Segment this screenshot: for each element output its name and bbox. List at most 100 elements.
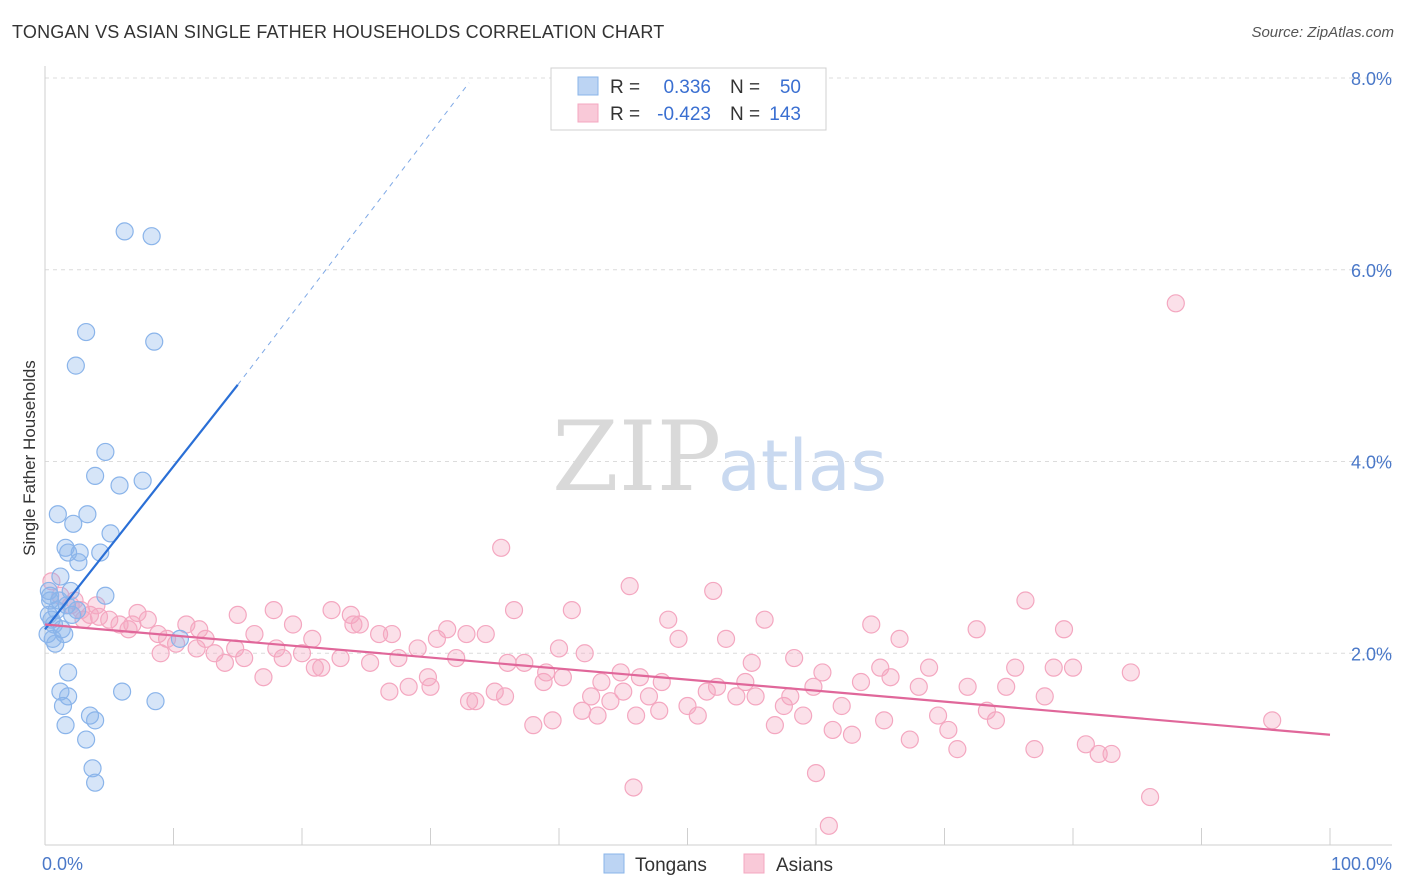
asian-trendline	[44, 623, 1331, 736]
tongan-point	[56, 716, 75, 735]
asian-point	[813, 663, 832, 682]
asian-point	[110, 615, 129, 634]
asian-point	[399, 677, 418, 696]
asian-point	[389, 648, 408, 668]
tongan-point	[86, 711, 105, 730]
asian-point	[928, 706, 948, 725]
asian-point	[624, 778, 643, 797]
tongan-point	[77, 322, 96, 342]
trendlines	[44, 82, 1331, 736]
asian-point	[1076, 735, 1095, 754]
legend-swatch-asians	[577, 103, 599, 123]
asian-point	[900, 730, 919, 749]
asian-point	[382, 624, 402, 644]
asian-point	[601, 692, 620, 711]
asian-point	[495, 687, 515, 706]
tongan-point	[51, 567, 70, 586]
tick-labels: 2.0% 4.0% 6.0% 8.0% 0.0% 100.0%	[42, 69, 1392, 874]
asian-point	[380, 682, 399, 701]
asian-point	[832, 696, 851, 716]
asian-point	[361, 653, 380, 672]
asian-point	[819, 816, 838, 835]
tongan-point	[170, 629, 190, 648]
legend-r-label-1: R =	[610, 77, 640, 98]
asian-point	[370, 624, 389, 644]
asian-point	[273, 648, 292, 668]
tongan-point	[115, 222, 134, 241]
asian-point	[447, 648, 466, 668]
tongan-point	[96, 442, 115, 462]
gridlines	[45, 77, 1392, 654]
asian-point	[350, 615, 369, 634]
chart-source: Source: ZipAtlas.com	[1251, 24, 1394, 41]
asian-point	[245, 624, 264, 644]
asian-point	[408, 639, 427, 658]
asian-point	[575, 644, 594, 663]
bottom-legend-asians: Asians	[776, 855, 833, 876]
asian-point	[515, 653, 534, 672]
watermark-zip: ZIP	[552, 401, 721, 513]
asian-point	[939, 720, 958, 740]
asian-point	[1121, 663, 1140, 682]
tongan-point	[59, 687, 78, 706]
tongan-point	[53, 696, 73, 716]
tongan-point	[133, 471, 152, 490]
y-tick-label: 2.0%	[1351, 644, 1392, 664]
asian-point	[669, 629, 688, 648]
asian-point	[620, 577, 639, 596]
y-tick-label: 6.0%	[1351, 261, 1392, 281]
x-tick-label: 0.0%	[42, 854, 83, 874]
asian-point	[459, 692, 479, 711]
asian-point	[303, 629, 322, 648]
tongan-point	[96, 586, 115, 605]
tongan-point	[91, 543, 110, 562]
bottom-legend-swatch-tongans	[603, 853, 625, 874]
legend-r-label-2: R =	[610, 104, 640, 125]
asian-point	[716, 629, 736, 648]
tongan-point	[55, 624, 74, 644]
asian-point	[267, 639, 286, 658]
asian-point	[524, 716, 543, 735]
tongan-point	[86, 466, 105, 485]
y-axis-label: Single Father Households	[20, 360, 39, 556]
tongan-point	[68, 601, 87, 620]
asian-point	[727, 687, 746, 706]
asian-point	[283, 615, 303, 634]
asian-point	[89, 607, 109, 626]
tongan-point	[110, 476, 129, 495]
asian-point	[823, 720, 842, 740]
asian-point	[742, 653, 761, 672]
asian-point	[485, 682, 504, 701]
tongan-points	[38, 222, 190, 792]
legend-r-value-1: 0.336	[663, 77, 711, 98]
asian-point	[588, 706, 607, 725]
asian-point	[639, 687, 659, 706]
asian-point	[1166, 294, 1185, 313]
watermark-atlas: atlas	[718, 425, 887, 507]
tongan-trendline-extension	[237, 82, 470, 386]
legend-r-value-2: -0.423	[657, 104, 711, 125]
asian-point	[254, 668, 273, 687]
asian-point	[553, 668, 572, 687]
asian-point	[774, 696, 793, 716]
tongan-point	[69, 553, 88, 572]
asian-point	[806, 763, 826, 783]
tongan-point	[78, 505, 97, 524]
legend-n-value-2: 143	[769, 104, 801, 125]
asian-point	[986, 711, 1006, 730]
asian-point	[1044, 658, 1063, 677]
asian-point	[305, 658, 324, 677]
tongan-point	[43, 629, 62, 648]
asian-point	[842, 725, 862, 744]
asian-point	[1089, 744, 1108, 764]
asian-point	[1054, 620, 1074, 639]
asian-point	[292, 644, 312, 663]
asian-point	[476, 624, 495, 644]
tongan-point	[66, 356, 85, 375]
asian-point	[881, 668, 900, 687]
legend-n-label-2: N =	[730, 104, 760, 125]
asian-point	[190, 620, 209, 639]
asian-point	[755, 610, 774, 629]
asian-point	[466, 692, 485, 711]
